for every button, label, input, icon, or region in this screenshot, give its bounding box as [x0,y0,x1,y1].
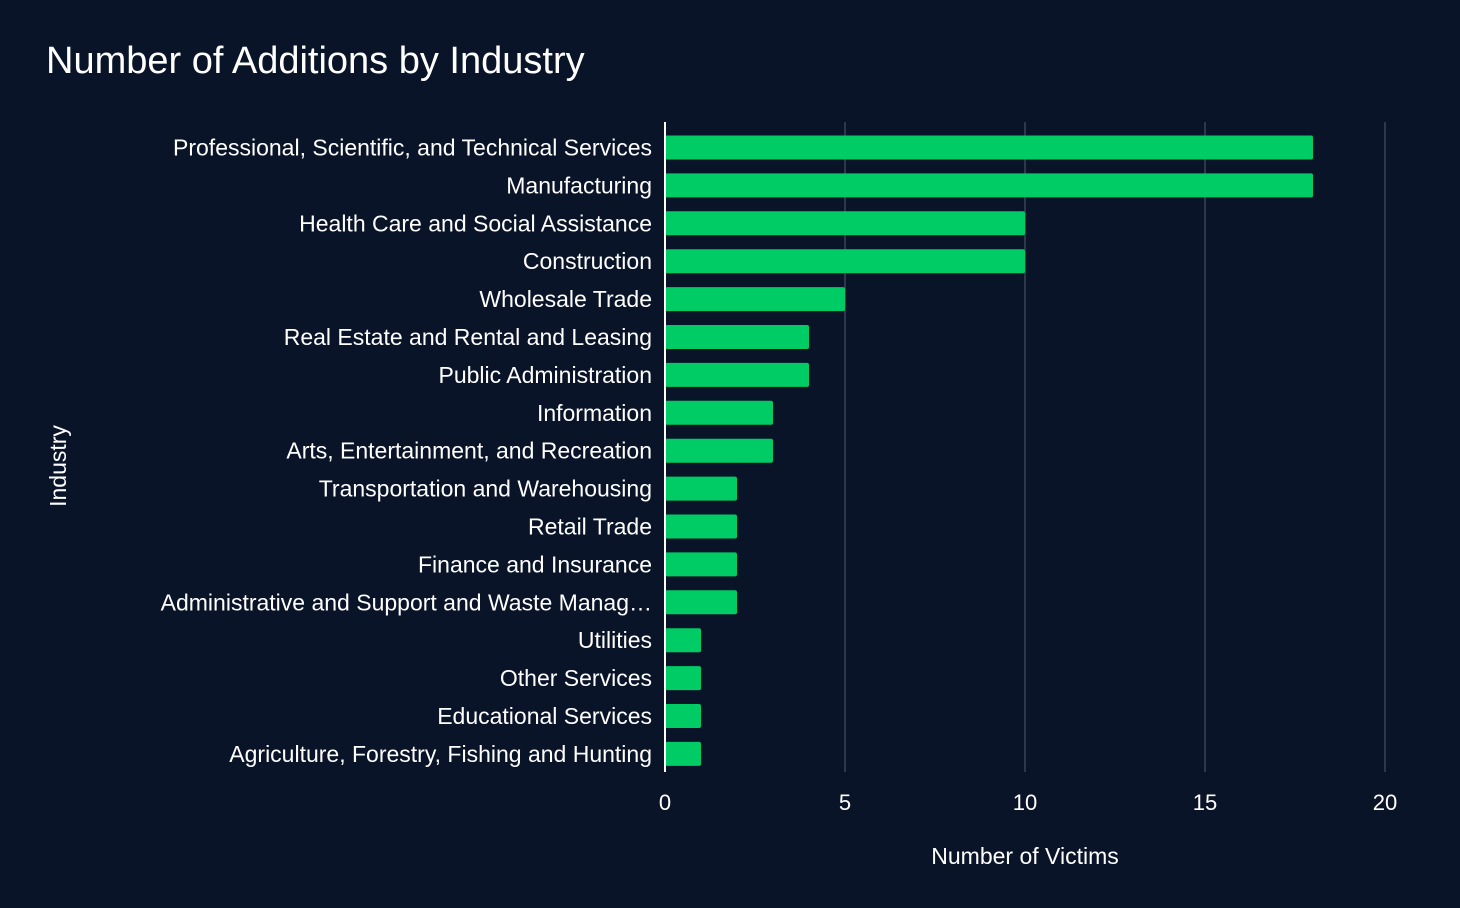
bar [665,400,773,425]
x-tick-label: 5 [839,790,851,815]
category-label: Information [537,400,652,426]
x-tick-label: 0 [659,790,671,815]
category-label: Utilities [578,627,652,653]
category-label: Wholesale Trade [479,286,652,312]
category-label: Health Care and Social Assistance [299,210,652,236]
bar [665,211,1025,236]
x-tick-label: 10 [1013,790,1037,815]
category-labels: Professional, Scientific, and Technical … [161,135,652,767]
y-axis-title: Industry [45,425,71,507]
bar [665,628,701,653]
category-label: Professional, Scientific, and Technical … [173,135,652,161]
bars [665,135,1313,766]
x-tick-label: 20 [1373,790,1397,815]
bar [665,590,737,615]
bar [665,666,701,691]
x-axis-title: Number of Victims [931,843,1118,869]
category-label: Arts, Entertainment, and Recreation [286,438,652,464]
x-tick-label: 15 [1193,790,1217,815]
bar [665,249,1025,274]
category-label: Manufacturing [506,172,652,198]
category-label: Administrative and Support and Waste Man… [161,589,652,615]
category-label: Construction [523,248,652,274]
category-label: Agriculture, Forestry, Fishing and Hunti… [229,741,652,767]
bar [665,325,809,349]
bar [665,514,737,539]
category-label: Other Services [500,665,652,691]
bar [665,173,1313,198]
x-tick-labels: 0 5 10 15 20 [659,790,1397,815]
bar [665,438,773,463]
bar [665,476,737,501]
bar [665,287,845,312]
bar [665,741,701,766]
chart-title: Number of Additions by Industry [46,40,585,82]
bar [665,135,1313,160]
bar [665,362,809,387]
category-label: Retail Trade [528,514,652,540]
category-label: Public Administration [439,362,653,388]
category-label: Real Estate and Rental and Leasing [284,324,652,350]
bar [665,552,737,577]
category-label: Educational Services [437,703,652,729]
category-label: Finance and Insurance [418,551,652,577]
category-label: Transportation and Warehousing [319,476,652,502]
bar [665,704,701,728]
